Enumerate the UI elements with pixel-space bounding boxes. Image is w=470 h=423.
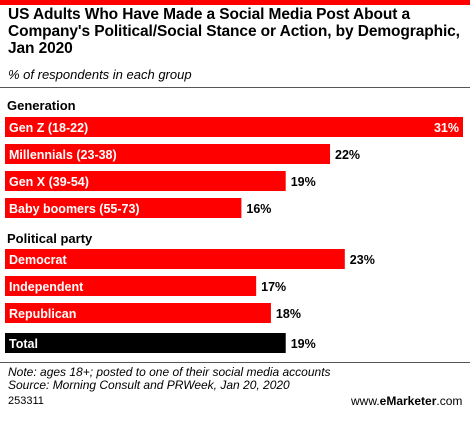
bar-label-total: Total: [9, 337, 38, 351]
bar-label-democrat: Democrat: [9, 253, 67, 267]
bar-label-millennials-23-38: Millennials (23-38): [9, 148, 117, 162]
group-header-political-party: Political party: [7, 231, 93, 246]
value-label-millennials-23-38: 22%: [335, 148, 360, 162]
value-label-baby-boomers-55-73: 16%: [246, 202, 271, 216]
footer-divider: [0, 362, 470, 363]
chart-subtitle: % of respondents in each group: [8, 67, 192, 82]
brand-name: eMarketer: [379, 394, 437, 408]
bar-label-baby-boomers-55-73: Baby boomers (55-73): [9, 202, 140, 216]
bar-gen-x-39-54: [5, 171, 286, 191]
value-label-independent: 17%: [261, 280, 286, 294]
value-label-republican: 18%: [276, 307, 301, 321]
header-divider: [0, 87, 470, 88]
brand-link[interactable]: www.eMarketer.com: [351, 395, 462, 408]
bar-gen-z-18-22: [5, 117, 463, 137]
top-accent-rule: [0, 0, 470, 5]
bar-independent: [5, 276, 257, 296]
bar-republican: [5, 303, 271, 323]
value-label-democrat: 23%: [350, 253, 375, 267]
bar-millennials-23-38: [5, 144, 331, 164]
chart-title: US Adults Who Have Made a Social Media P…: [8, 6, 460, 57]
bar-baby-boomers-55-73: [5, 198, 242, 218]
brand-suffix: .com: [436, 394, 463, 408]
source-line: Source: Morning Consult and PRWeek, Jan …: [8, 378, 290, 392]
brand-prefix: www.: [351, 394, 380, 408]
value-label-gen-z-18-22: 31%: [434, 121, 459, 135]
value-label-total: 19%: [291, 337, 316, 351]
bar-total: [5, 333, 286, 353]
bar-democrat: [5, 249, 345, 269]
chart-id: 253311: [8, 395, 44, 407]
bar-label-independent: Independent: [9, 280, 84, 294]
group-header-generation: Generation: [7, 98, 76, 113]
value-label-gen-x-39-54: 19%: [291, 175, 316, 189]
bar-label-gen-x-39-54: Gen X (39-54): [9, 175, 89, 189]
footnote: Note: ages 18+; posted to one of their s…: [8, 365, 331, 379]
bar-label-republican: Republican: [9, 307, 76, 321]
bar-label-gen-z-18-22: Gen Z (18-22): [9, 121, 88, 135]
